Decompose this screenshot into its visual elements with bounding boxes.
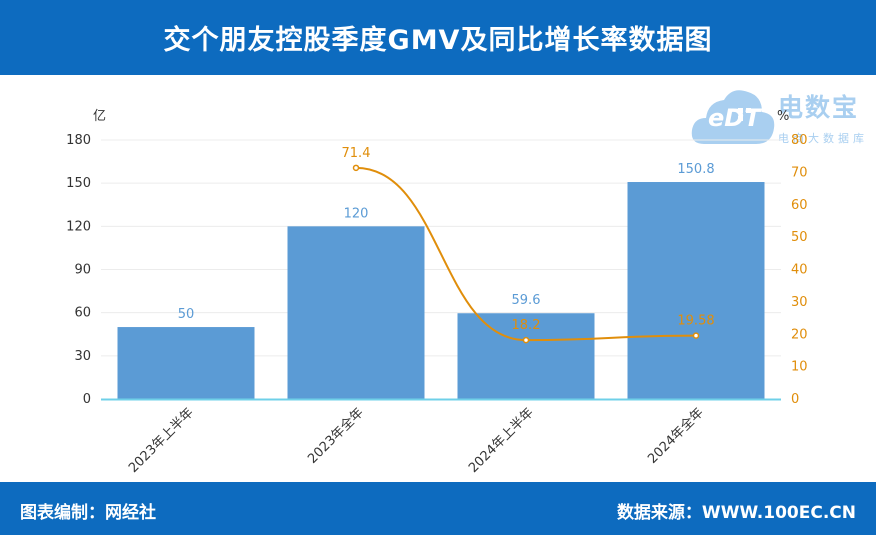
right-tick-label: 50 xyxy=(791,230,808,245)
left-axis-ticks: 0 30 60 90 120 150 180 xyxy=(66,133,91,407)
bar-value-label: 50 xyxy=(178,307,195,322)
right-tick-label: 10 xyxy=(791,360,808,375)
category-labels: 2023年上半年 2023年全年 2024年上半年 2024年全年 xyxy=(126,405,707,476)
line-point xyxy=(352,164,360,172)
bar-value-label: 120 xyxy=(344,206,369,221)
watermark-title: 电数宝 xyxy=(778,93,860,122)
category-label: 2024年全年 xyxy=(645,405,707,467)
left-tick-label: 90 xyxy=(74,263,91,278)
line-series xyxy=(352,164,700,344)
left-tick-label: 0 xyxy=(83,392,91,407)
left-tick-label: 150 xyxy=(66,176,91,191)
footer-compiler: 图表编制：网经社 xyxy=(20,503,156,523)
left-tick-label: 60 xyxy=(74,306,91,321)
watermark-mark: eDT xyxy=(708,104,761,132)
bar-series xyxy=(117,182,765,399)
line-point xyxy=(522,336,530,344)
footer-source: 数据来源：WWW.100EC.CN xyxy=(616,503,856,523)
right-tick-label: 80 xyxy=(791,133,808,148)
line-value-label: 71.4 xyxy=(342,146,371,161)
right-tick-label: 60 xyxy=(791,198,808,213)
bar-value-labels: 50 120 59.6 150.8 xyxy=(178,162,715,322)
category-label: 2023年上半年 xyxy=(126,405,197,476)
bar xyxy=(287,226,425,399)
bar xyxy=(627,182,765,399)
line-point xyxy=(692,332,700,339)
cloud-icon xyxy=(691,90,775,144)
bar-value-label: 150.8 xyxy=(677,162,714,177)
right-tick-label: 0 xyxy=(791,392,799,407)
right-tick-label: 30 xyxy=(791,295,808,310)
category-label: 2024年上半年 xyxy=(466,405,537,476)
growth-rate-line xyxy=(355,166,697,342)
watermark-subtitle: 电商大数据库 xyxy=(778,132,868,145)
line-value-labels: 71.4 18.2 19.58 xyxy=(342,146,715,333)
bar xyxy=(117,327,255,399)
right-tick-label: 40 xyxy=(791,263,808,278)
category-label: 2023年全年 xyxy=(305,405,367,467)
right-axis-ticks: 0 10 20 30 40 50 60 70 80 xyxy=(791,133,808,407)
page-title: 交个朋友控股季度GMV及同比增长率数据图 xyxy=(163,25,713,56)
watermark-logo: eDT 电数宝 电商大数据库 xyxy=(690,82,876,152)
footer-bar: 图表编制：网经社 数据来源：WWW.100EC.CN xyxy=(0,482,876,535)
right-tick-label: 70 xyxy=(791,165,808,180)
left-tick-label: 120 xyxy=(66,219,91,234)
left-tick-label: 180 xyxy=(66,133,91,148)
line-value-label: 18.2 xyxy=(512,318,541,333)
left-tick-label: 30 xyxy=(74,349,91,364)
right-tick-label: 20 xyxy=(791,327,808,342)
right-axis-unit: % xyxy=(777,109,789,124)
bar-value-label: 59.6 xyxy=(512,293,541,308)
chart-area: 0 30 60 90 120 150 180 0 10 20 30 40 50 60 70 80 亿 % 5… xyxy=(66,109,808,476)
header-bar: 交个朋友控股季度GMV及同比增长率数据图 xyxy=(0,0,876,75)
line-value-label: 19.58 xyxy=(677,314,714,329)
bar xyxy=(457,313,595,399)
left-axis-unit: 亿 xyxy=(93,109,106,124)
